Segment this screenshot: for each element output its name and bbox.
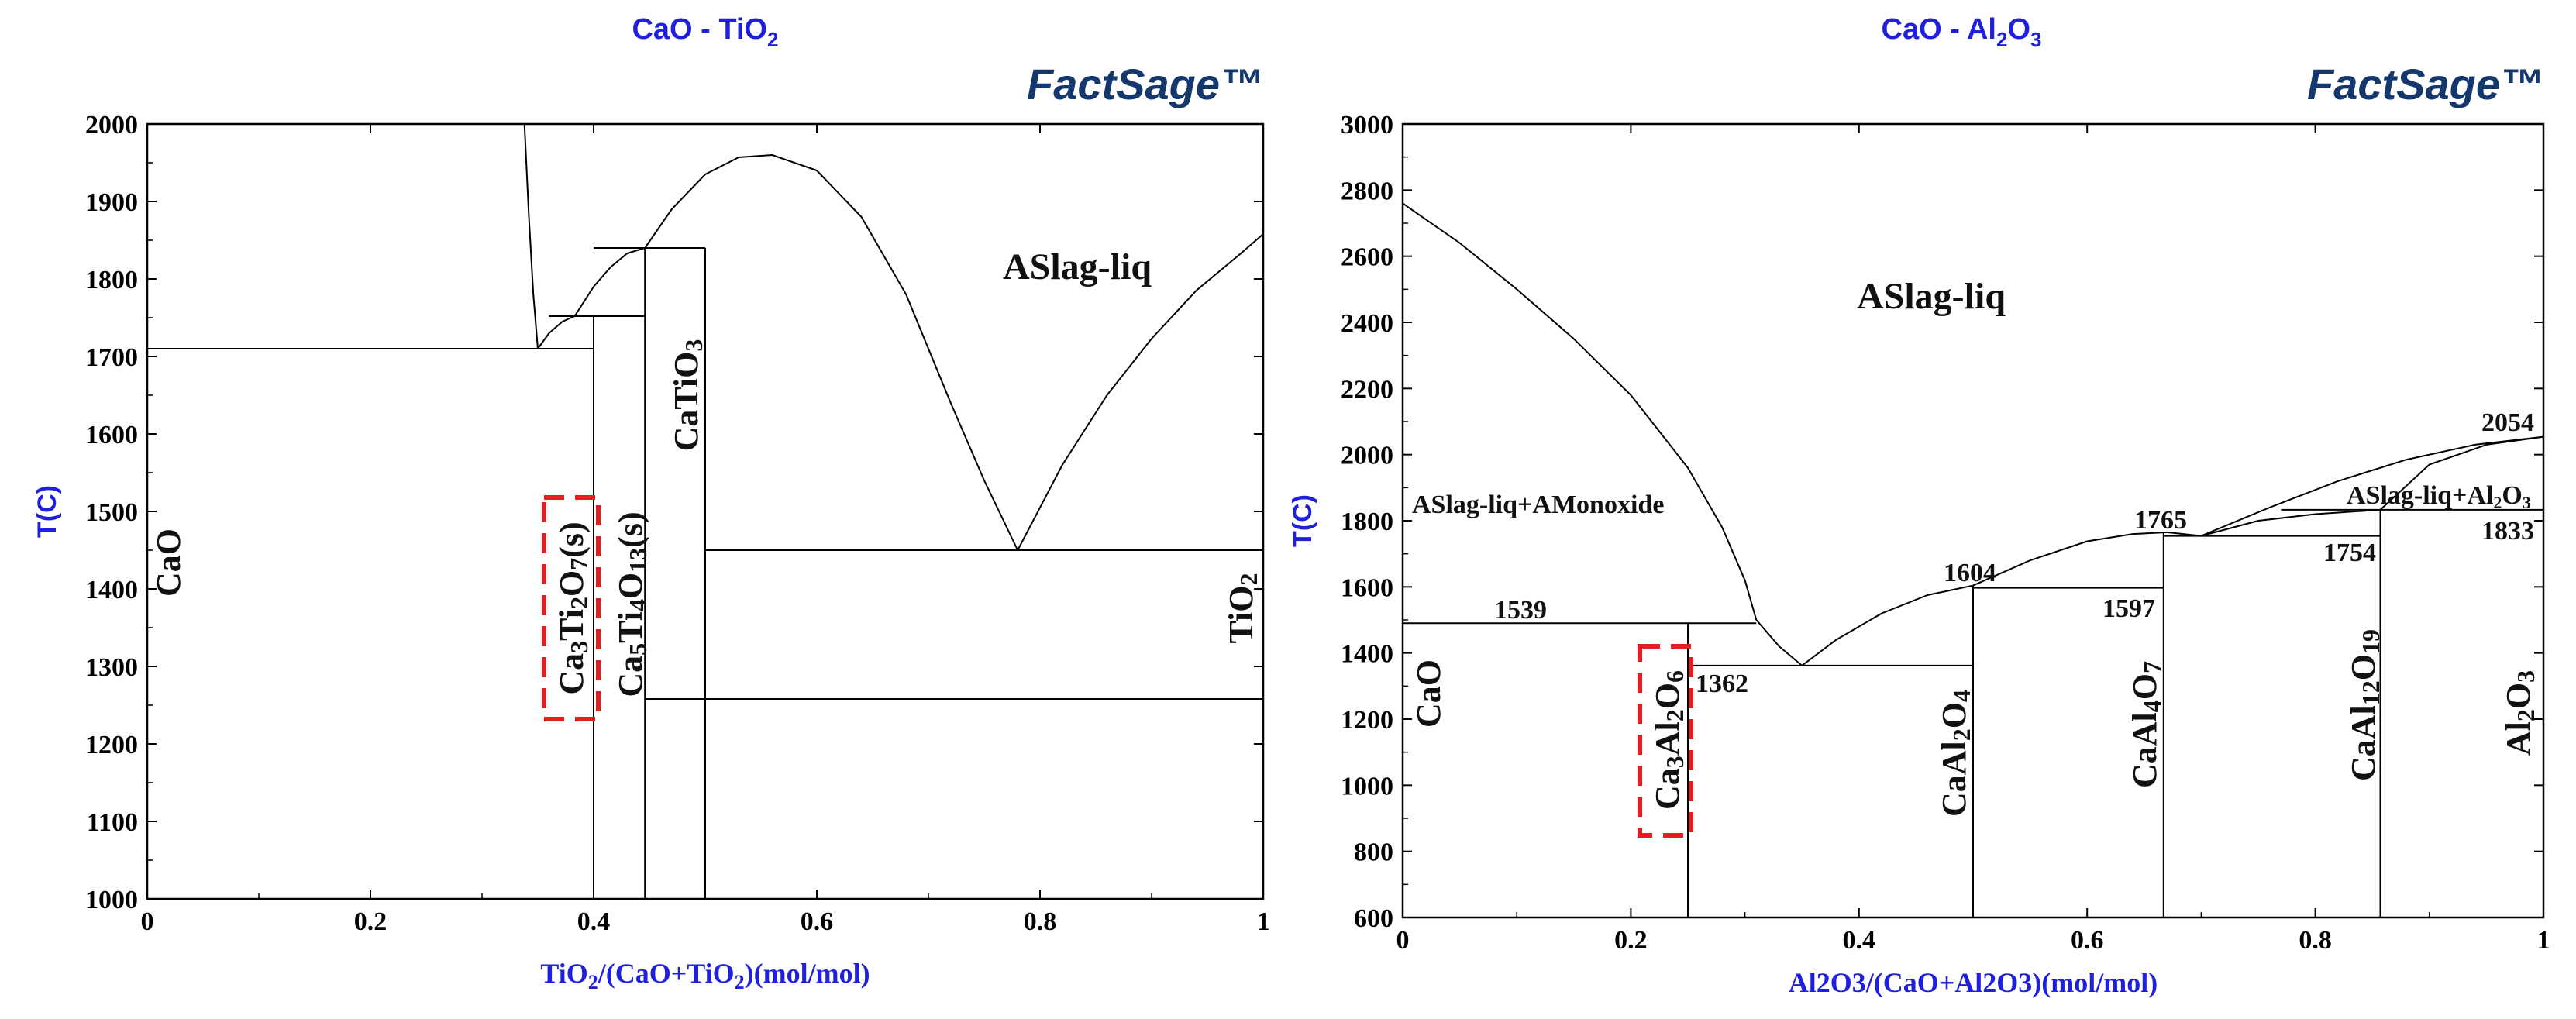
y-tick-label: 1900	[85, 188, 138, 217]
y-tick-label: 1000	[1341, 772, 1393, 800]
y-tick-label: 1200	[1341, 706, 1393, 735]
axis-ticks: 1000 1100 1200 1300 1400 1500 1600 1700 1800 1900…	[85, 111, 1270, 936]
boundary-liquidus-upper	[2201, 435, 2544, 537]
chart-title: CaO - Al2O3	[1882, 13, 2042, 51]
x-tick-label: 0.6	[801, 907, 834, 936]
factsage-logo: FactSage™	[2307, 60, 2543, 108]
label-caal2o4: CaAl2O4	[1935, 690, 1975, 817]
y-axis-label: T(C)	[1288, 494, 1317, 547]
y-tick-label: 1200	[85, 731, 138, 759]
highlight-ca3ti2o7-box	[542, 495, 601, 721]
boundary-liquidus-CaO	[523, 123, 539, 349]
x-tick-label: 1	[1257, 907, 1270, 936]
temp-1765: 1765	[2134, 506, 2187, 535]
boundary-liquidus-Ca3Ti2O7	[537, 315, 575, 349]
temp-1362: 1362	[1696, 670, 1748, 698]
label-ca5ti4o13: Ca5Ti4O13(s)	[611, 511, 652, 697]
y-tick-label: 2600	[1341, 243, 1393, 272]
factsage-logo: FactSage™	[1027, 60, 1263, 108]
temp-1539: 1539	[1494, 596, 1547, 625]
y-tick-label: 2400	[1341, 309, 1393, 338]
y-tick-label: 2000	[1341, 442, 1393, 470]
y-tick-label: 1600	[1341, 573, 1393, 602]
chart-cao-tio2: CaO - TiO2 FactSage™ 1000 1100 1200 1300 140…	[33, 13, 1270, 993]
highlight-ca3al2o6-box	[1638, 644, 1693, 838]
temp-1604: 1604	[1944, 559, 1996, 587]
boundary-liquidus-CaAl2O4	[1801, 584, 1974, 666]
x-tick-label: 0.8	[1024, 907, 1057, 936]
label-cao: CaO	[1410, 659, 1448, 728]
temp-1833: 1833	[2481, 517, 2534, 546]
x-tick-label: 0.4	[577, 907, 611, 936]
x-tick-label: 0.4	[1843, 926, 1876, 955]
boundary-liquidus-Ca5Ti4O13	[573, 247, 646, 317]
label-ca3ti2o7: Ca3Ti2O7(s)	[553, 522, 593, 694]
y-tick-label: 1300	[85, 653, 138, 682]
phase-boundaries	[147, 123, 1264, 899]
x-tick-label: 0.2	[354, 907, 387, 936]
boundary-liquidus-CaO	[1402, 202, 1803, 666]
x-tick-label: 0	[1396, 926, 1410, 955]
label-aslag-liq: ASlag-liq	[1003, 246, 1152, 287]
temp-2054: 2054	[2481, 408, 2534, 437]
x-tick-label: 0.8	[2299, 926, 2332, 955]
x-tick-label: 0.6	[2071, 926, 2104, 955]
y-tick-label: 1400	[1341, 640, 1393, 669]
y-tick-label: 1000	[85, 886, 138, 914]
chart-title: CaO - TiO2	[632, 13, 778, 51]
x-tick-label: 1	[2537, 926, 2550, 955]
label-catio3: CaTiO3	[667, 339, 708, 452]
x-axis-label: TiO2/(CaO+TiO2)(mol/mol)	[540, 958, 870, 993]
y-tick-label: 1400	[85, 576, 138, 604]
label-aslag-liq: ASlag-liq	[1857, 276, 2006, 317]
label-al2o3: Al2O3	[2499, 670, 2540, 756]
y-tick-label: 2800	[1341, 177, 1393, 205]
label-liq-al2o3: ASlag-liq+Al2O3	[2347, 481, 2531, 512]
boundary-liquidus-CaTiO3	[644, 154, 1019, 551]
factsage-logo-text: FactSage™	[2307, 60, 2543, 108]
y-tick-label: 1500	[85, 498, 138, 527]
y-tick-label: 1700	[85, 343, 138, 372]
chart-cao-al2o3: CaO - Al2O3 FactSage™ 600 800 1000 1200 1400…	[1288, 13, 2550, 998]
y-tick-label: 1100	[87, 808, 138, 837]
boundary-liquidus-CaAl4O7	[1972, 531, 2202, 587]
x-tick-label: 0	[141, 907, 154, 936]
label-caal4o7: CaAl4O7	[2126, 661, 2166, 788]
y-tick-label: 3000	[1341, 111, 1393, 139]
y-tick-label: 2200	[1341, 375, 1393, 404]
y-tick-label: 1600	[85, 421, 138, 449]
y-tick-label: 800	[1354, 838, 1393, 867]
boundary-liquidus-CaAl12O19	[2201, 508, 2381, 537]
label-liq-monoxide: ASlag-liq+AMonoxide	[1412, 491, 1664, 519]
temp-1754: 1754	[2323, 539, 2376, 567]
factsage-logo-text: FactSage™	[1027, 60, 1263, 108]
y-tick-label: 1800	[1341, 508, 1393, 536]
y-tick-label: 600	[1354, 904, 1393, 933]
x-tick-label: 0.2	[1614, 926, 1648, 955]
y-tick-label: 2000	[85, 111, 138, 139]
boundary-liquidus-TiO2	[1017, 233, 1264, 551]
label-caal12o19: CaAl12O19	[2344, 629, 2385, 781]
x-axis-label: Al2O3/(CaO+Al2O3)(mol/mol)	[1789, 967, 2158, 998]
label-cao: CaO	[150, 528, 188, 597]
phase-boundaries	[1402, 202, 2544, 917]
label-tio2: TiO2	[1222, 573, 1262, 643]
y-tick-label: 1800	[85, 266, 138, 294]
temp-1597: 1597	[2102, 594, 2155, 623]
axis-ticks: 600 800 1000 1200 1400 1600 1800 2000 2200 2400 26…	[1341, 111, 2550, 955]
label-ca3al2o6: Ca3Al2O6	[1648, 670, 1689, 810]
y-axis-label: T(C)	[33, 485, 62, 538]
